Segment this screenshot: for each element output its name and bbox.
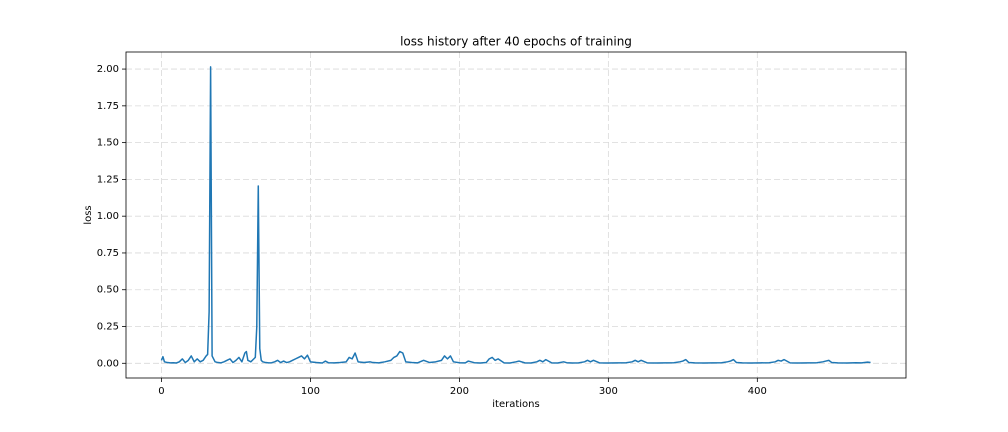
x-tick-label: 0 <box>158 386 164 397</box>
y-tick-label: 0.25 <box>97 322 119 333</box>
x-tick-label: 300 <box>599 386 618 397</box>
plot-frame <box>125 51 907 379</box>
y-tick-label: 1.00 <box>97 211 119 222</box>
y-tick-label: 1.25 <box>97 174 119 185</box>
loss-line <box>160 66 871 364</box>
y-tick-label: 1.75 <box>97 101 119 112</box>
x-tick-label: 200 <box>450 386 469 397</box>
y-tick-label: 0.75 <box>97 248 119 259</box>
x-axis-label: iterations <box>492 399 539 410</box>
y-tick-label: 2.00 <box>97 64 119 75</box>
x-tick-label: 100 <box>301 386 320 397</box>
x-tick-label: 400 <box>748 386 767 397</box>
chart-title: loss history after 40 epochs of training <box>400 35 632 49</box>
y-axis-label: loss <box>83 205 94 224</box>
y-tick-label: 1.50 <box>97 138 119 149</box>
y-tick-label: 0.00 <box>97 358 119 369</box>
y-tick-label: 0.50 <box>97 285 119 296</box>
